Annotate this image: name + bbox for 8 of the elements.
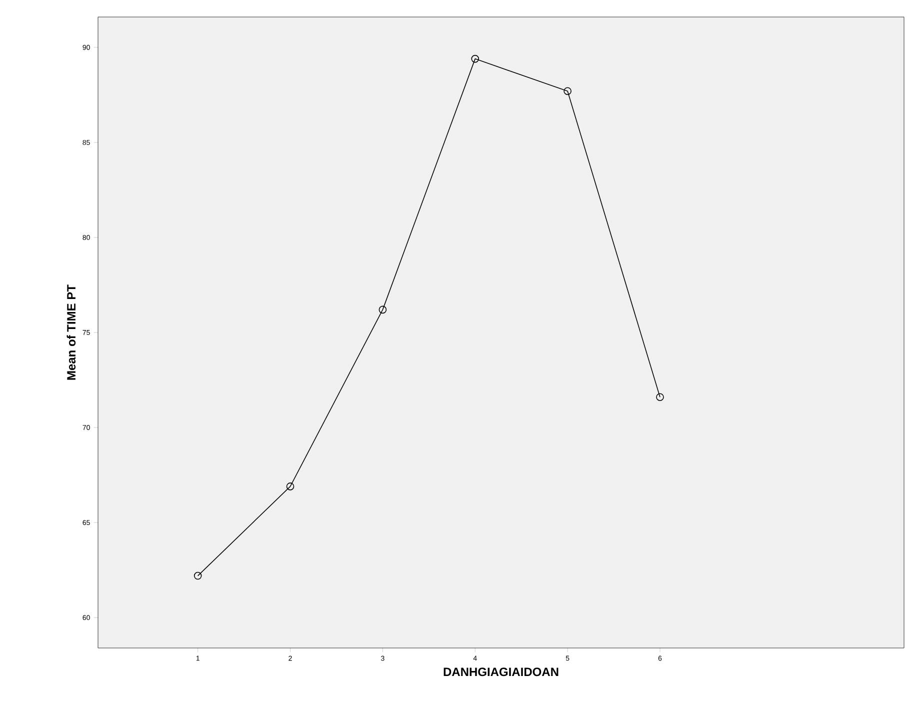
point (564, 87, 572, 96)
x-axis-title: DANHGIAGIAIDOAN (444, 668, 558, 676)
point (286, 482, 294, 490)
point (194, 572, 202, 580)
point (656, 393, 664, 402)
y-axis-title: Mean of TIME PT (66, 284, 76, 380)
point (378, 306, 387, 314)
point (471, 54, 480, 63)
